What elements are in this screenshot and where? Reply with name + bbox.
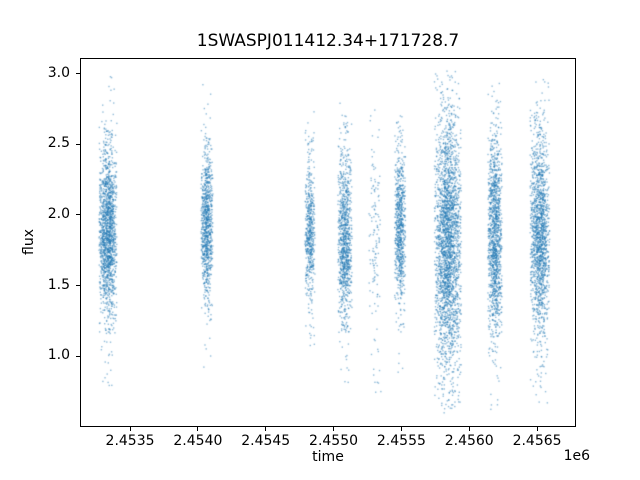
y-tick-label: 2.0 [47, 205, 70, 222]
x-tick-mark [197, 427, 199, 431]
x-tick-mark [129, 427, 131, 431]
y-tick-mark [76, 355, 80, 357]
x-tick-label: 2.4565 [512, 433, 562, 449]
x-tick-label: 2.4535 [105, 433, 155, 449]
y-tick-mark [76, 73, 80, 75]
x-tick-label: 2.4555 [376, 433, 426, 449]
x-tick-label: 2.4560 [444, 433, 494, 449]
x-tick-label: 2.4545 [241, 433, 291, 449]
y-tick-label: 1.5 [47, 276, 70, 293]
y-tick-label: 1.0 [47, 347, 70, 364]
x-tick-mark [265, 427, 267, 431]
x-tick-label: 2.4540 [173, 433, 223, 449]
y-tick-label: 3.0 [47, 64, 70, 81]
x-tick-mark [333, 427, 335, 431]
y-axis-label: flux [21, 229, 37, 255]
y-tick-mark [76, 143, 80, 145]
x-tick-mark [400, 427, 402, 431]
x-tick-label: 2.4550 [309, 433, 359, 449]
y-tick-label: 2.5 [47, 135, 70, 152]
chart-title: 1SWASPJ011412.34+171728.7 [196, 31, 460, 51]
x-tick-mark [468, 427, 470, 431]
x-axis-offset-label: 1e6 [563, 448, 590, 464]
x-axis-label: time [312, 449, 344, 465]
y-tick-mark [76, 285, 80, 287]
y-tick-mark [76, 214, 80, 216]
x-tick-mark [536, 427, 538, 431]
